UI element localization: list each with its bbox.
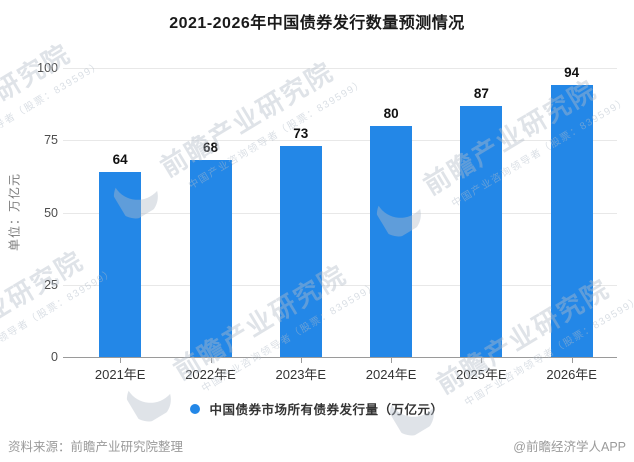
- x-axis-tick: [210, 358, 212, 363]
- watermark-text: 前瞻产业研究院: [155, 55, 339, 183]
- y-tick-label: 25: [44, 277, 58, 292]
- x-tick-label: 2025年E: [456, 367, 507, 382]
- y-tick-label: 0: [51, 350, 58, 364]
- bar: [189, 160, 232, 357]
- bar: [279, 146, 322, 357]
- legend-marker-icon: [190, 403, 201, 414]
- bar: [550, 85, 593, 357]
- footer: 资料来源：前瞻产业研究院整理 @前瞻经济学人APP: [8, 436, 626, 455]
- bar-value-label: 64: [112, 152, 128, 168]
- x-tick-label: 2022年E: [185, 367, 236, 382]
- x-axis-tick: [120, 358, 122, 363]
- legend: 中国债券市场所有债券发行量（万亿元）: [0, 399, 634, 418]
- gridline: [63, 68, 617, 69]
- bar-value-label: 68: [202, 140, 219, 156]
- y-tick-label: 50: [44, 205, 58, 220]
- bar-value-label: 80: [383, 105, 399, 121]
- x-axis-tick: [571, 358, 573, 363]
- legend-label: 中国债券市场所有债券发行量（万亿元）: [209, 403, 444, 417]
- x-tick-label: 2023年E: [275, 367, 327, 382]
- x-tick-label: 2021年E: [94, 367, 146, 382]
- x-tick-label: 2026年E: [546, 367, 597, 382]
- source-note: 资料来源：前瞻产业研究院整理: [8, 440, 184, 454]
- bar: [460, 105, 503, 357]
- bar: [370, 125, 413, 357]
- y-tick-label: 100: [37, 61, 58, 75]
- x-axis-tick: [481, 358, 483, 363]
- bar: [99, 172, 142, 357]
- y-tick-label: 75: [44, 133, 58, 148]
- x-axis-line: [63, 357, 617, 358]
- bar-value-label: 73: [293, 126, 309, 142]
- credit-note: @前瞻经济学人APP: [513, 440, 626, 454]
- gridline: [63, 284, 617, 286]
- gridline: [63, 140, 617, 142]
- x-axis-tick: [391, 358, 393, 363]
- bar-value-label: 94: [564, 65, 580, 81]
- bar-value-label: 87: [473, 85, 489, 101]
- chart-title: 2021-2026年中国债券发行数量预测情况: [169, 15, 465, 32]
- gridline: [63, 212, 617, 214]
- x-tick-label: 2024年E: [365, 367, 417, 382]
- x-axis-tick: [300, 358, 302, 363]
